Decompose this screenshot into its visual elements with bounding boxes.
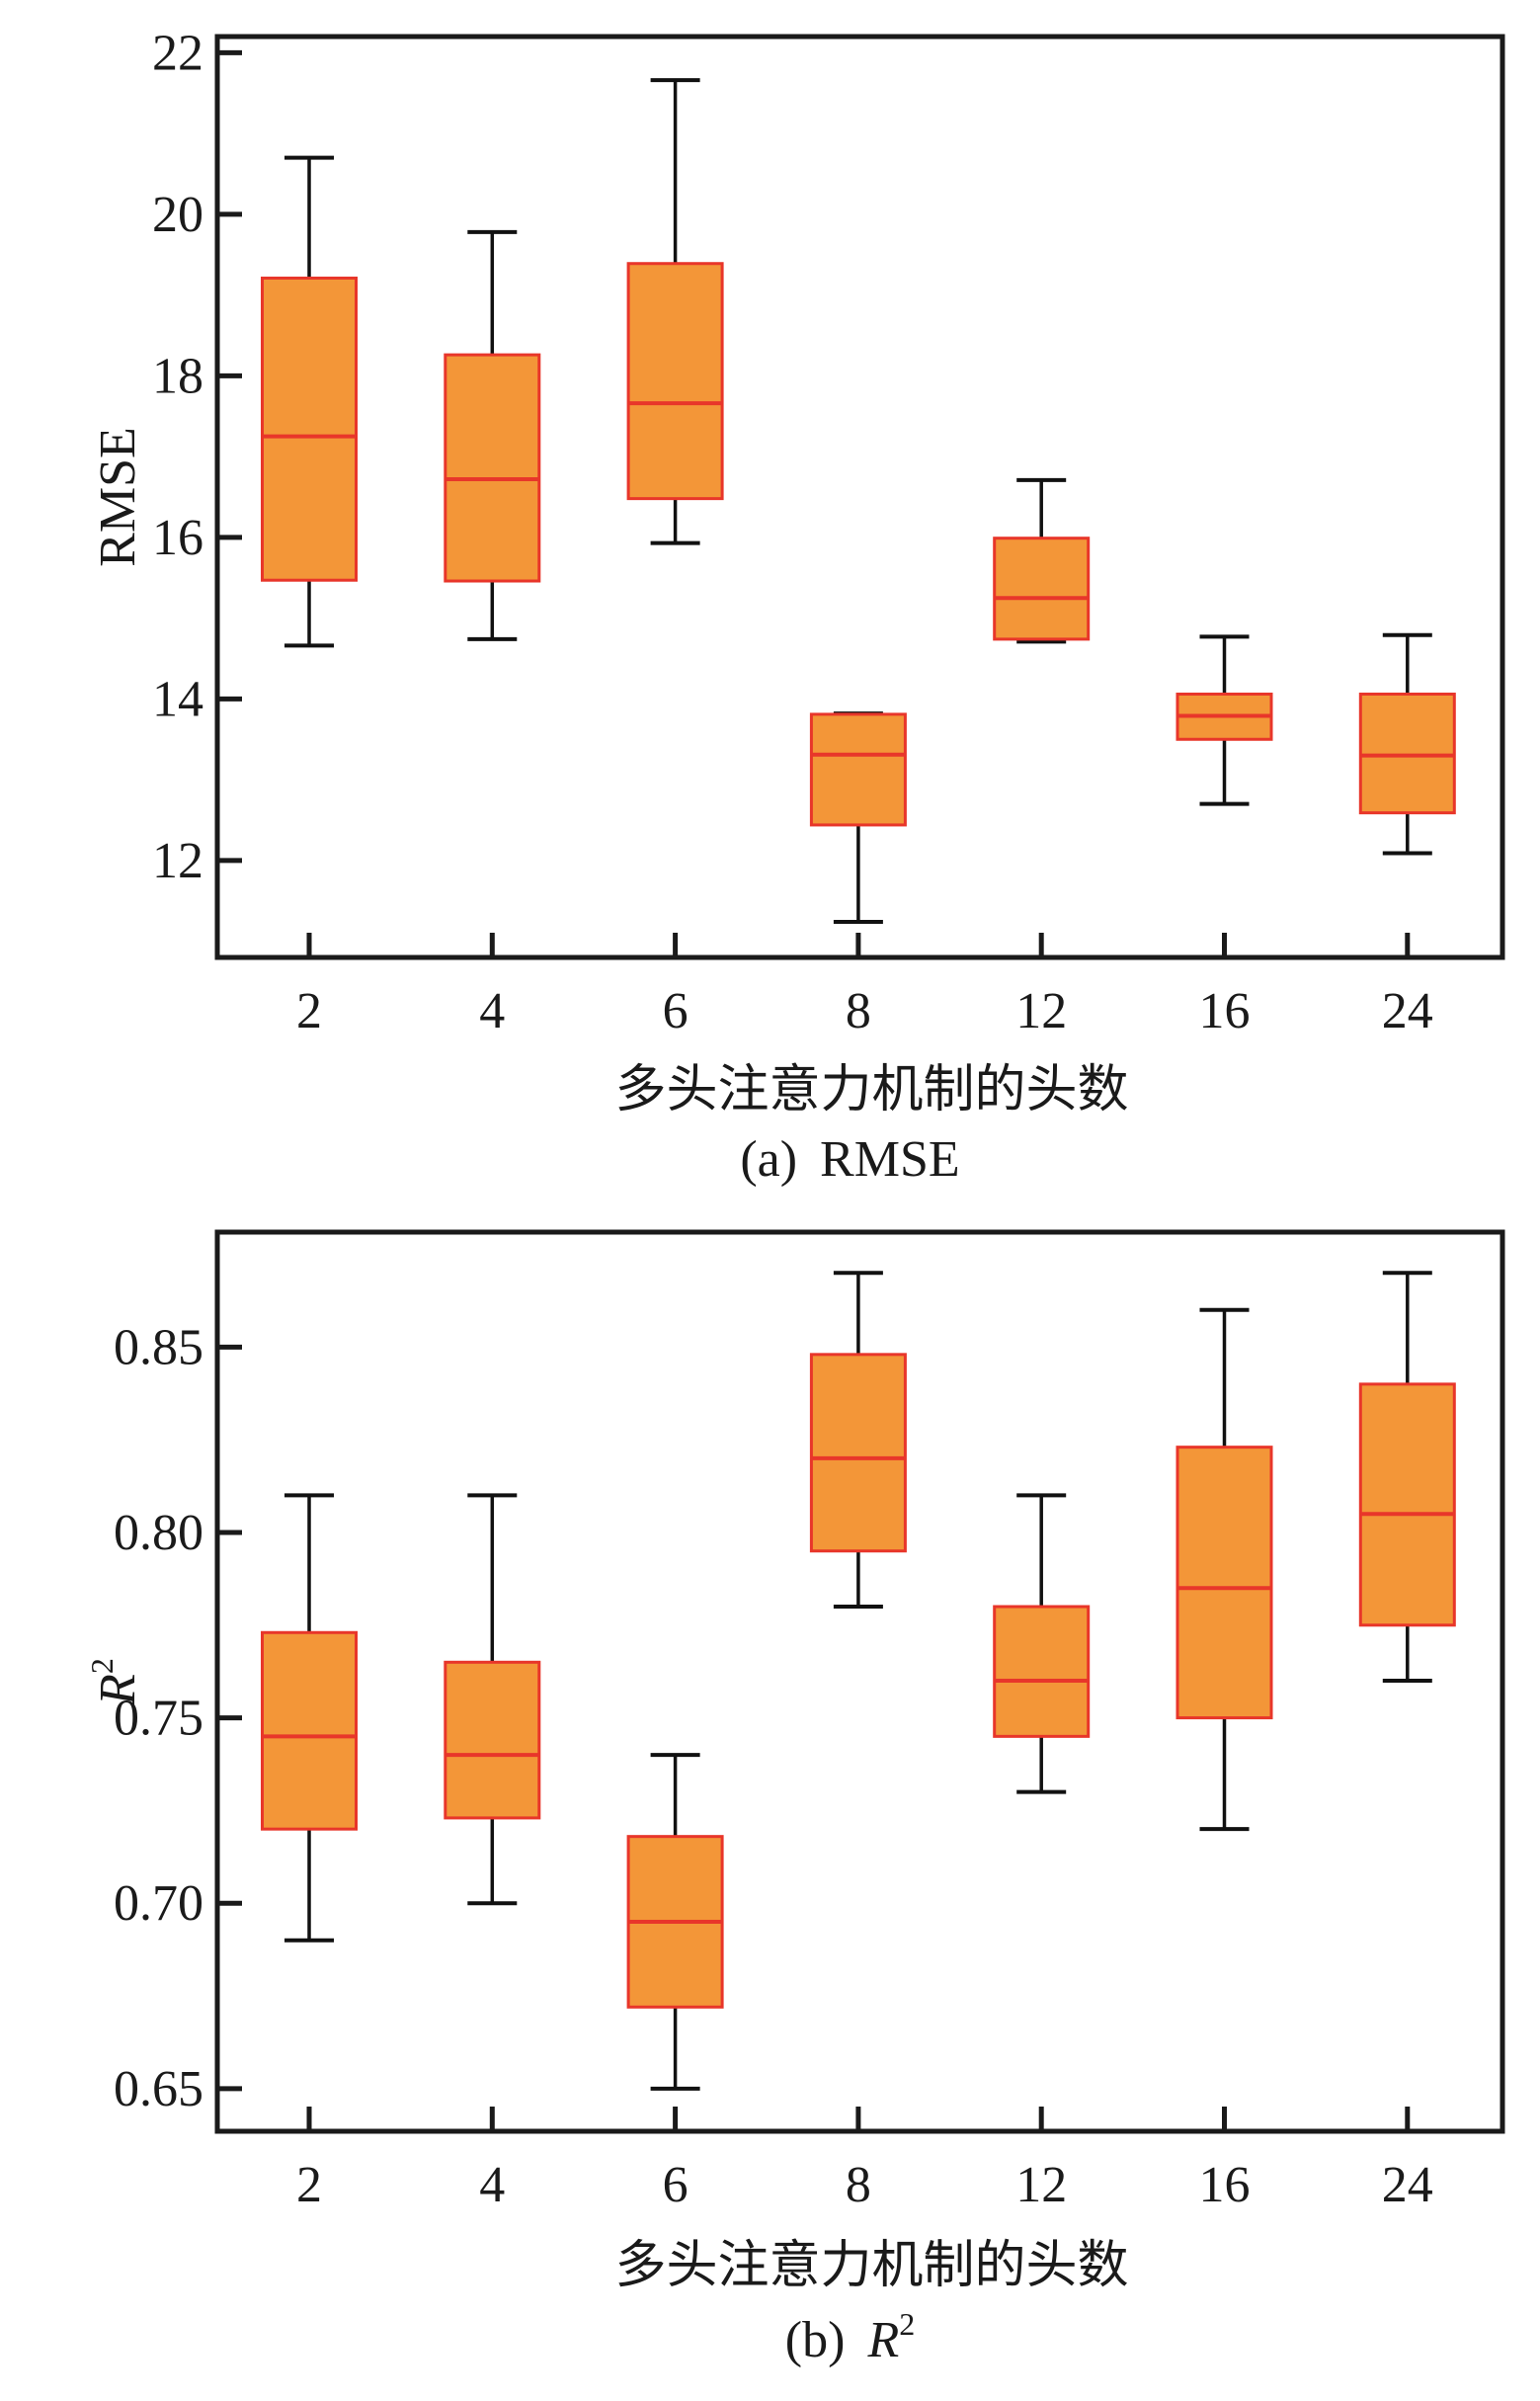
box-2 [261,1493,358,1943]
y-tick-label: 0.80 [114,1505,203,1561]
panel-b-y-ticks: 0.65 0.70 0.75 0.80 0.85 [114,1319,242,2117]
x-tick-label: 2 [296,2157,322,2213]
box-2 [261,155,358,648]
x-tick-label: 4 [479,983,505,1039]
iqr-box [993,537,1091,641]
x-tick-label: 16 [1199,2157,1251,2213]
iqr-box [444,353,541,583]
panel-a-caption: (a) RMSE [740,1131,959,1188]
iqr-box [1358,692,1456,815]
iqr-box [444,1660,541,1820]
iqr-box [261,276,358,582]
x-tick-label: 12 [1015,2157,1067,2213]
panel-b-r2: 0.650.700.750.800.85 2 4 6 8 12 16 24 R2 多头注意力… [84,1229,1505,2368]
x-tick-label: 6 [663,2157,689,2213]
box-16 [1175,1307,1273,1832]
y-tick-label: 18 [152,348,203,404]
box-12 [993,1493,1091,1794]
iqr-box [626,262,724,501]
x-tick-label: 16 [1199,983,1251,1039]
iqr-box [1358,1382,1456,1627]
panel-a-x-axis-label: 多头注意力机制的头数 [614,1062,1128,1118]
panel-b-x-ticks: 2 4 6 8 12 16 24 [296,2107,1433,2213]
x-tick-label: 8 [846,2157,871,2213]
panel-b-x-axis-label: 多头注意力机制的头数 [614,2238,1128,2294]
box-24 [1358,632,1456,856]
iqr-box [809,712,907,827]
panel-b-caption: (b) R2 [785,2306,915,2368]
panel-b-boxes [261,1271,1456,2091]
x-tick-label: 4 [479,2157,505,2213]
y-tick-label: 0.70 [114,1875,203,1932]
panel-a-boxes [261,78,1456,925]
box-12 [993,477,1091,644]
y-tick-label: 0.65 [114,2061,203,2117]
y-tick-label: 14 [152,671,203,727]
x-tick-label: 24 [1382,2157,1433,2213]
box-4 [444,1493,541,1906]
y-tick-label: 20 [152,187,203,243]
iqr-box [993,1605,1091,1738]
y-tick-label: 12 [152,833,203,889]
box-8 [809,1271,907,1610]
x-tick-label: 6 [663,983,689,1039]
y-tick-label: 22 [152,25,203,81]
box-4 [444,229,541,641]
box-8 [809,711,907,925]
y-tick-label: 16 [152,510,203,566]
x-tick-label: 8 [846,983,871,1039]
panel-b-y-axis-label: R2 [84,1658,146,1706]
x-tick-label: 2 [296,983,322,1039]
panel-a-y-axis-label: RMSE [90,427,146,567]
box-6 [626,78,724,545]
box-16 [1175,634,1273,806]
box-6 [626,1753,724,2091]
iqr-box [261,1630,358,1831]
panel-a-y-ticks: 12 14 16 18 20 22 [152,25,242,889]
y-tick-label: 0.85 [114,1319,203,1375]
iqr-box [1175,1446,1273,1720]
box-24 [1358,1271,1456,1684]
panel-a-x-ticks: 2 4 6 8 12 16 24 [296,933,1433,1039]
iqr-box [809,1353,907,1553]
x-tick-label: 12 [1015,983,1067,1039]
x-tick-label: 24 [1382,983,1433,1039]
y-tick-label: 0.75 [114,1691,203,1747]
